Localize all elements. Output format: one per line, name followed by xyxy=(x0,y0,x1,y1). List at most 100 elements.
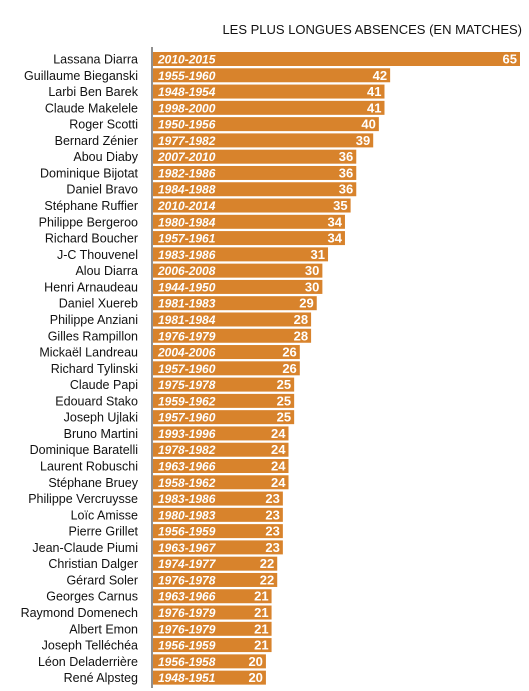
value-label: 40 xyxy=(361,117,375,132)
value-label: 21 xyxy=(254,638,268,653)
value-label: 30 xyxy=(305,279,319,294)
bar xyxy=(153,312,312,327)
category-label: Claude Makelele xyxy=(45,101,138,115)
bar xyxy=(153,149,357,164)
bar xyxy=(153,328,312,343)
period-label: 1956-1959 xyxy=(158,525,216,539)
period-label: 1980-1984 xyxy=(158,215,216,229)
period-label: 1978-1982 xyxy=(158,443,216,457)
period-label: 1984-1988 xyxy=(158,183,216,197)
category-label: Joseph Telléchéa xyxy=(42,639,138,653)
period-label: 2006-2008 xyxy=(157,264,216,278)
period-label: 1956-1959 xyxy=(158,639,216,653)
category-label: Loïc Amisse xyxy=(71,508,138,522)
category-label: Georges Carnus xyxy=(46,590,138,604)
category-label: Léon Deladerrière xyxy=(38,655,138,669)
category-label: Abou Diaby xyxy=(73,150,138,164)
value-label: 24 xyxy=(271,475,286,490)
value-label: 23 xyxy=(265,507,279,522)
period-label: 1955-1960 xyxy=(158,69,216,83)
category-label: Stéphane Bruey xyxy=(48,476,138,490)
category-label: Mickaël Landreau xyxy=(39,346,138,360)
category-label: Daniel Bravo xyxy=(66,183,138,197)
value-label: 39 xyxy=(356,133,370,148)
bar xyxy=(153,426,289,441)
value-label: 24 xyxy=(271,426,286,441)
bar xyxy=(153,459,289,473)
value-label: 31 xyxy=(311,247,325,262)
period-label: 2010-2015 xyxy=(157,53,216,67)
value-label: 34 xyxy=(328,214,343,229)
value-label: 42 xyxy=(373,68,387,83)
value-label: 65 xyxy=(503,52,517,67)
period-label: 1963-1966 xyxy=(158,590,216,604)
chart-title: LES PLUS LONGUES ABSENCES (EN MATCHES) xyxy=(222,22,522,37)
bar xyxy=(153,621,272,636)
category-label: Larbi Ben Barek xyxy=(48,85,138,99)
category-label: Albert Emon xyxy=(69,622,138,636)
bar xyxy=(153,100,385,115)
value-label: 25 xyxy=(277,377,291,392)
period-label: 2010-2014 xyxy=(157,199,216,213)
bar xyxy=(153,589,272,604)
period-label: 1976-1979 xyxy=(158,606,216,620)
period-label: 1944-1950 xyxy=(158,280,216,294)
bar xyxy=(153,572,278,587)
category-label: Lassana Diarra xyxy=(53,53,138,67)
value-label: 26 xyxy=(282,361,296,376)
value-label: 21 xyxy=(254,621,268,636)
category-label: Richard Boucher xyxy=(45,232,138,246)
value-label: 24 xyxy=(271,442,286,457)
period-label: 1959-1962 xyxy=(158,394,216,408)
bar xyxy=(153,507,283,522)
value-label: 22 xyxy=(260,556,274,571)
bar xyxy=(153,279,323,294)
bar xyxy=(153,231,345,246)
period-label: 1958-1962 xyxy=(158,476,216,490)
category-label: Philippe Bergeroo xyxy=(39,215,138,229)
category-label: Alou Diarra xyxy=(75,264,138,278)
period-label: 2004-2006 xyxy=(157,346,216,360)
bars-group: Lassana Diarra 2010-2015 65 Guillaume Biega… xyxy=(21,52,520,685)
category-label: Edouard Stako xyxy=(55,394,138,408)
bar xyxy=(153,670,266,685)
value-label: 35 xyxy=(333,198,347,213)
period-label: 1981-1983 xyxy=(158,297,216,311)
bar xyxy=(153,605,272,620)
bar xyxy=(153,654,266,669)
value-label: 20 xyxy=(248,670,262,685)
category-label: Pierre Grillet xyxy=(69,525,139,539)
category-label: Jean-Claude Piumi xyxy=(32,541,138,555)
category-label: René Alpsteg xyxy=(64,671,138,685)
bar xyxy=(153,361,300,376)
category-label: Raymond Domenech xyxy=(21,606,138,620)
value-label: 28 xyxy=(294,328,308,343)
value-label: 36 xyxy=(339,165,353,180)
period-label: 1993-1996 xyxy=(158,427,216,441)
bar xyxy=(153,214,345,229)
period-label: 1963-1966 xyxy=(158,460,216,474)
bar xyxy=(153,296,317,311)
period-label: 1950-1956 xyxy=(158,118,216,132)
category-label: Henri Arnaudeau xyxy=(44,280,138,294)
value-label: 25 xyxy=(277,393,291,408)
period-label: 1957-1960 xyxy=(158,362,216,376)
category-label: Stéphane Ruffier xyxy=(44,199,138,213)
bar xyxy=(153,491,283,506)
value-label: 28 xyxy=(294,312,308,327)
bar xyxy=(153,556,278,571)
value-label: 29 xyxy=(299,296,313,311)
value-label: 41 xyxy=(367,100,381,115)
period-label: 1976-1978 xyxy=(158,573,216,587)
value-label: 26 xyxy=(282,345,296,360)
category-label: Gilles Rampillon xyxy=(48,329,138,343)
value-label: 23 xyxy=(265,524,279,539)
bar xyxy=(153,84,385,99)
period-label: 1963-1967 xyxy=(158,541,217,555)
value-label: 23 xyxy=(265,540,279,555)
category-label: Philippe Vercruysse xyxy=(28,492,138,506)
category-label: Gérard Soler xyxy=(66,573,138,587)
period-label: 1983-1986 xyxy=(158,492,216,506)
period-label: 1948-1951 xyxy=(158,671,216,685)
